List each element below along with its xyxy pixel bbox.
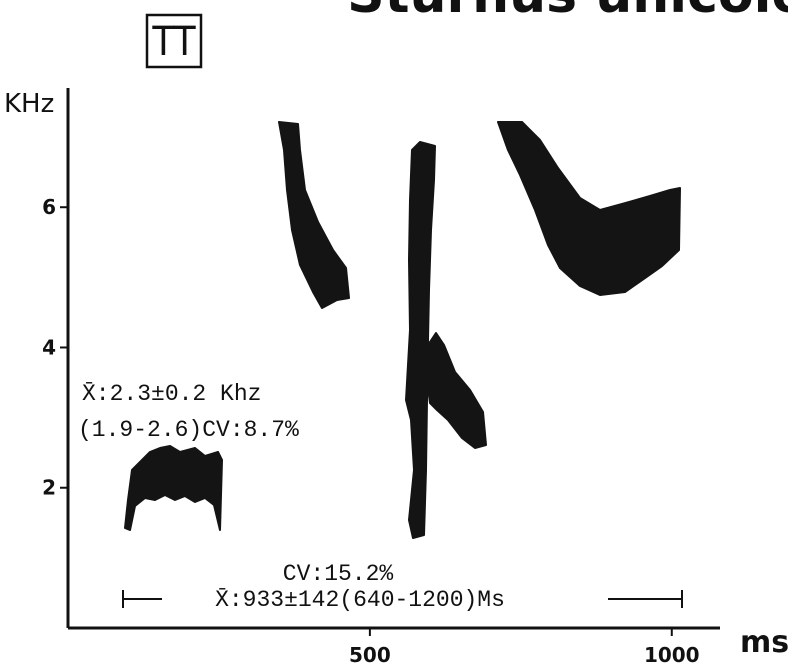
syllable — [124, 445, 223, 531]
x-tick-label: 500 — [349, 643, 391, 667]
syllable — [497, 121, 681, 296]
y-tick-label: 6 — [42, 195, 56, 219]
annotation: (1.9-2.6)CV:8.7% — [78, 417, 299, 443]
y-tick-label: 2 — [42, 476, 56, 500]
chart-title: Sturnus unicolor — [347, 0, 788, 25]
annotation: CV:15.2% — [283, 561, 394, 587]
panel-label: TT — [151, 19, 196, 65]
panel-label-box — [145, 13, 203, 69]
x-tick-label: 1000 — [644, 643, 700, 667]
annotation: X̄:933±142(640-1200)Ms — [215, 587, 505, 613]
annotation: X̄:2.3±0.2 Khz — [82, 381, 261, 407]
y-tick-label: 4 — [42, 335, 56, 359]
syllable — [405, 141, 436, 539]
duration-bar — [122, 590, 683, 608]
y-axis-label: KHz — [4, 89, 54, 119]
syllable — [426, 332, 487, 449]
x-axis-label: ms — [740, 625, 788, 660]
syllable — [278, 121, 350, 309]
